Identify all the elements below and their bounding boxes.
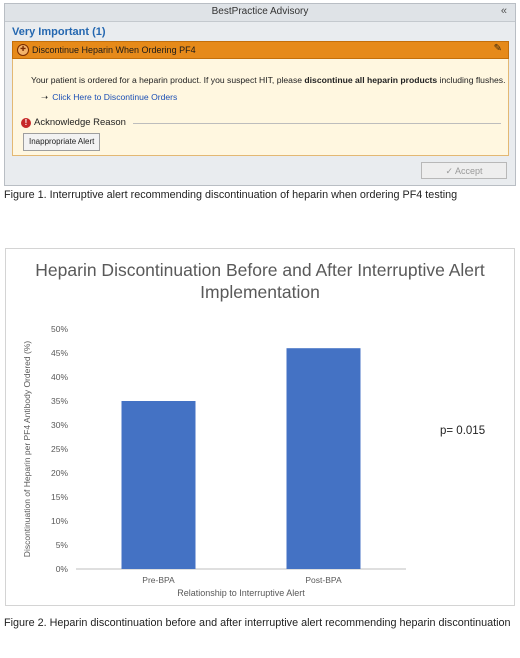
y-tick-label: 45% <box>51 348 68 358</box>
bar-pre-bpa <box>121 401 196 569</box>
alert-message-emphasis: discontinue all heparin products <box>304 75 438 85</box>
y-tick-label: 10% <box>51 516 68 526</box>
y-tick-label: 25% <box>51 444 68 454</box>
y-tick-label: 40% <box>51 372 68 382</box>
x-tick-label: Pre-BPA <box>142 575 175 585</box>
collapse-icon[interactable]: « <box>500 5 507 17</box>
accept-button[interactable]: ✓ Accept <box>421 162 507 179</box>
error-icon: ! <box>21 118 31 128</box>
section-title: Very Important (1) <box>12 26 106 38</box>
y-tick-label: 0% <box>56 564 69 574</box>
acknowledge-reason-label: ! Acknowledge Reason <box>21 117 126 128</box>
y-tick-label: 35% <box>51 396 68 406</box>
x-axis-label: Relationship to Interruptive Alert <box>177 588 305 598</box>
check-icon: ✓ <box>445 166 456 176</box>
stop-icon: ✚ <box>17 44 29 56</box>
title-bar: BestPractice Advisory « <box>5 4 515 22</box>
y-tick-label: 50% <box>51 324 68 334</box>
divider <box>133 123 501 124</box>
figure1-caption: Figure 1. Interruptive alert recommendin… <box>4 189 458 201</box>
y-tick-label: 30% <box>51 420 68 430</box>
alert-header[interactable]: ✚ Discontinue Heparin When Ordering PF4 … <box>12 41 509 59</box>
discontinue-orders-link-text: Click Here to Discontinue Orders <box>52 92 178 102</box>
arrow-icon: ➝ <box>41 92 49 102</box>
alert-body: Your patient is ordered for a heparin pr… <box>12 59 509 156</box>
chart-panel: Heparin Discontinuation Before and After… <box>5 248 515 606</box>
y-axis-label: Discontinuation of Heparin per PF4 Antib… <box>22 341 32 558</box>
y-tick-label: 20% <box>51 468 68 478</box>
bpa-window: BestPractice Advisory « Very Important (… <box>4 3 516 186</box>
edit-icon[interactable]: ✎ <box>493 43 502 54</box>
x-tick-label: Post-BPA <box>305 575 342 585</box>
y-tick-label: 5% <box>56 540 69 550</box>
figure2-caption: Figure 2. Heparin discontinuation before… <box>4 617 511 629</box>
alert-title: Discontinue Heparin When Ordering PF4 <box>32 45 196 55</box>
bar-post-bpa <box>286 348 361 569</box>
chart-title: Heparin Discontinuation Before and After… <box>35 260 485 302</box>
p-value-annotation: p= 0.015 <box>440 425 486 437</box>
discontinue-orders-link[interactable]: ➝ Click Here to Discontinue Orders <box>41 92 177 103</box>
window-title: BestPractice Advisory <box>211 6 309 17</box>
inappropriate-alert-button[interactable]: Inappropriate Alert <box>23 133 101 151</box>
bar-chart: 0% 5% 10% 15% 20% 25% 30% 35% 40% 45% 50% Pre-BPA Po… <box>22 324 406 598</box>
y-tick-label: 15% <box>51 492 68 502</box>
alert-message: Your patient is ordered for a heparin pr… <box>31 75 506 85</box>
